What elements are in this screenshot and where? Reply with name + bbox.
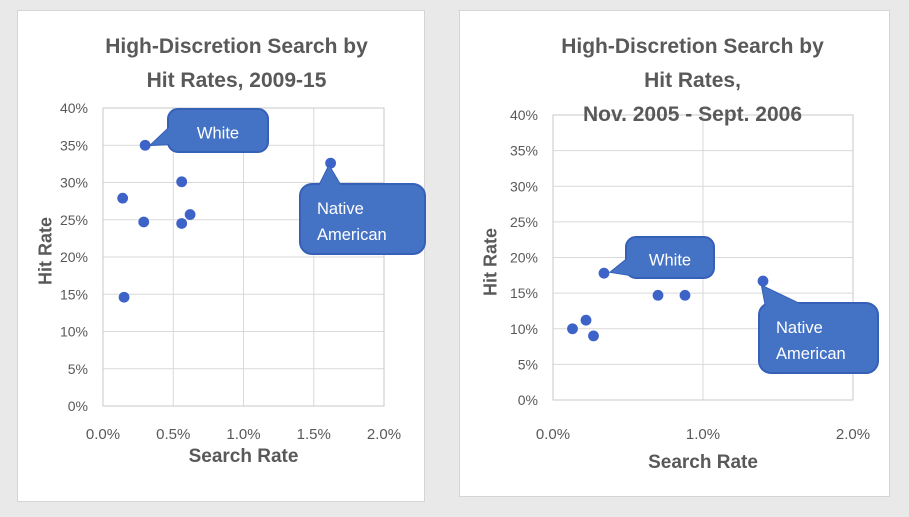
data-point	[679, 289, 691, 301]
chart-title-line3: Nov. 2005 - Sept. 2006	[582, 103, 803, 126]
data-point	[184, 209, 196, 220]
data-point	[588, 330, 599, 342]
callout-tail-fill	[762, 286, 808, 308]
y-axis-title: Hit Rate	[480, 227, 501, 297]
chart-title: High-Discretion Search by Hit Rates, 200…	[96, 30, 377, 98]
data-point	[176, 218, 188, 229]
x-tick-label: 0.0%	[86, 426, 120, 443]
callout-native-american: Native American	[758, 284, 879, 374]
y-tick-label: 15%	[60, 286, 88, 302]
callout-label: Native	[317, 200, 364, 218]
callout-box	[758, 302, 879, 374]
data-point-native-american	[757, 275, 769, 287]
x-tick-label: 2.0%	[367, 426, 401, 443]
callout-label: White	[649, 252, 691, 270]
y-tick-label: 35%	[60, 137, 88, 153]
y-axis-title: Hit Rate	[35, 216, 56, 286]
data-point-white	[139, 139, 151, 151]
callout-box	[299, 183, 426, 255]
y-tick-label: 20%	[60, 249, 88, 265]
data-point	[117, 192, 129, 204]
x-tick-label: 2.0%	[836, 426, 870, 443]
x-axis-title: Search Rate	[648, 452, 758, 473]
y-tick-label: 0%	[518, 392, 538, 408]
y-tick-label: 5%	[518, 356, 538, 372]
callout-label: American	[776, 345, 846, 363]
y-tick-label: 5%	[68, 361, 88, 377]
data-point	[138, 216, 150, 228]
data-point	[118, 291, 130, 303]
data-point	[580, 314, 592, 326]
callout-label: American	[317, 226, 387, 244]
y-tick-label: 35%	[510, 143, 538, 159]
x-tick-label: 1.0%	[226, 426, 260, 443]
y-tick-label: 0%	[68, 398, 88, 414]
data-point	[567, 323, 578, 335]
callout-label: Native	[776, 319, 823, 337]
x-axis-title: Search Rate	[188, 446, 299, 467]
y-tick-label: 30%	[510, 178, 538, 194]
chart-title-line2: Hit Rates, 2009-15	[146, 69, 327, 92]
callout-box	[625, 236, 715, 279]
x-tick-label: 1.5%	[297, 426, 331, 443]
data-point	[652, 289, 664, 301]
callout-tail-fill	[318, 166, 342, 188]
chart-title: High-Discretion Search by Hit Rates, Nov…	[530, 30, 855, 132]
y-tick-label: 10%	[60, 324, 88, 340]
y-tick-label: 25%	[60, 212, 88, 228]
y-tick-label: 25%	[510, 214, 538, 230]
x-tick-label: 0.5%	[156, 426, 190, 443]
scatter-plot-2005-06: 0% 5% 10% 15% 20% 25% 30% 35% 40% 0.0% 1.0% 2.0% Whi…	[510, 107, 879, 443]
y-tick-label: 30%	[60, 175, 88, 191]
chart-title-line1: High-Discretion Search by	[561, 35, 824, 58]
y-tick-label: 20%	[510, 250, 538, 266]
callout-white: White	[148, 108, 269, 153]
chart-card-2005-06: 0% 5% 10% 15% 20% 25% 30% 35% 40% 0.0% 1.0% 2.0% Whi…	[459, 10, 890, 497]
y-tick-label: 40%	[60, 100, 88, 116]
x-tick-label: 1.0%	[686, 426, 720, 443]
data-point-native-american	[325, 157, 337, 169]
data-point-white	[598, 267, 610, 279]
y-tick-label: 40%	[510, 107, 538, 123]
chart-title-line1: High-Discretion Search by	[105, 35, 368, 58]
chart-card-2009-15: 0% 5% 10% 15% 20% 25% 30% 35% 40% 0.0% 0.5% 1.0% 1.5…	[17, 10, 426, 502]
plot-border	[552, 114, 854, 401]
chart-title-line2: Hit Rates,	[644, 69, 741, 92]
y-tick-label: 10%	[510, 321, 538, 337]
callout-native-american: Native American	[299, 163, 426, 255]
data-point	[176, 176, 188, 188]
x-tick-label: 0.0%	[536, 426, 570, 443]
callout-tail-fill	[611, 255, 643, 277]
callout-white: White	[608, 236, 715, 279]
callout-tail-fill	[151, 126, 171, 145]
callout-label: White	[197, 125, 239, 143]
y-tick-label: 15%	[510, 285, 538, 301]
scatter-plot-2009-15: 0% 5% 10% 15% 20% 25% 30% 35% 40% 0.0% 0.5% 1.0% 1.5…	[60, 100, 426, 443]
